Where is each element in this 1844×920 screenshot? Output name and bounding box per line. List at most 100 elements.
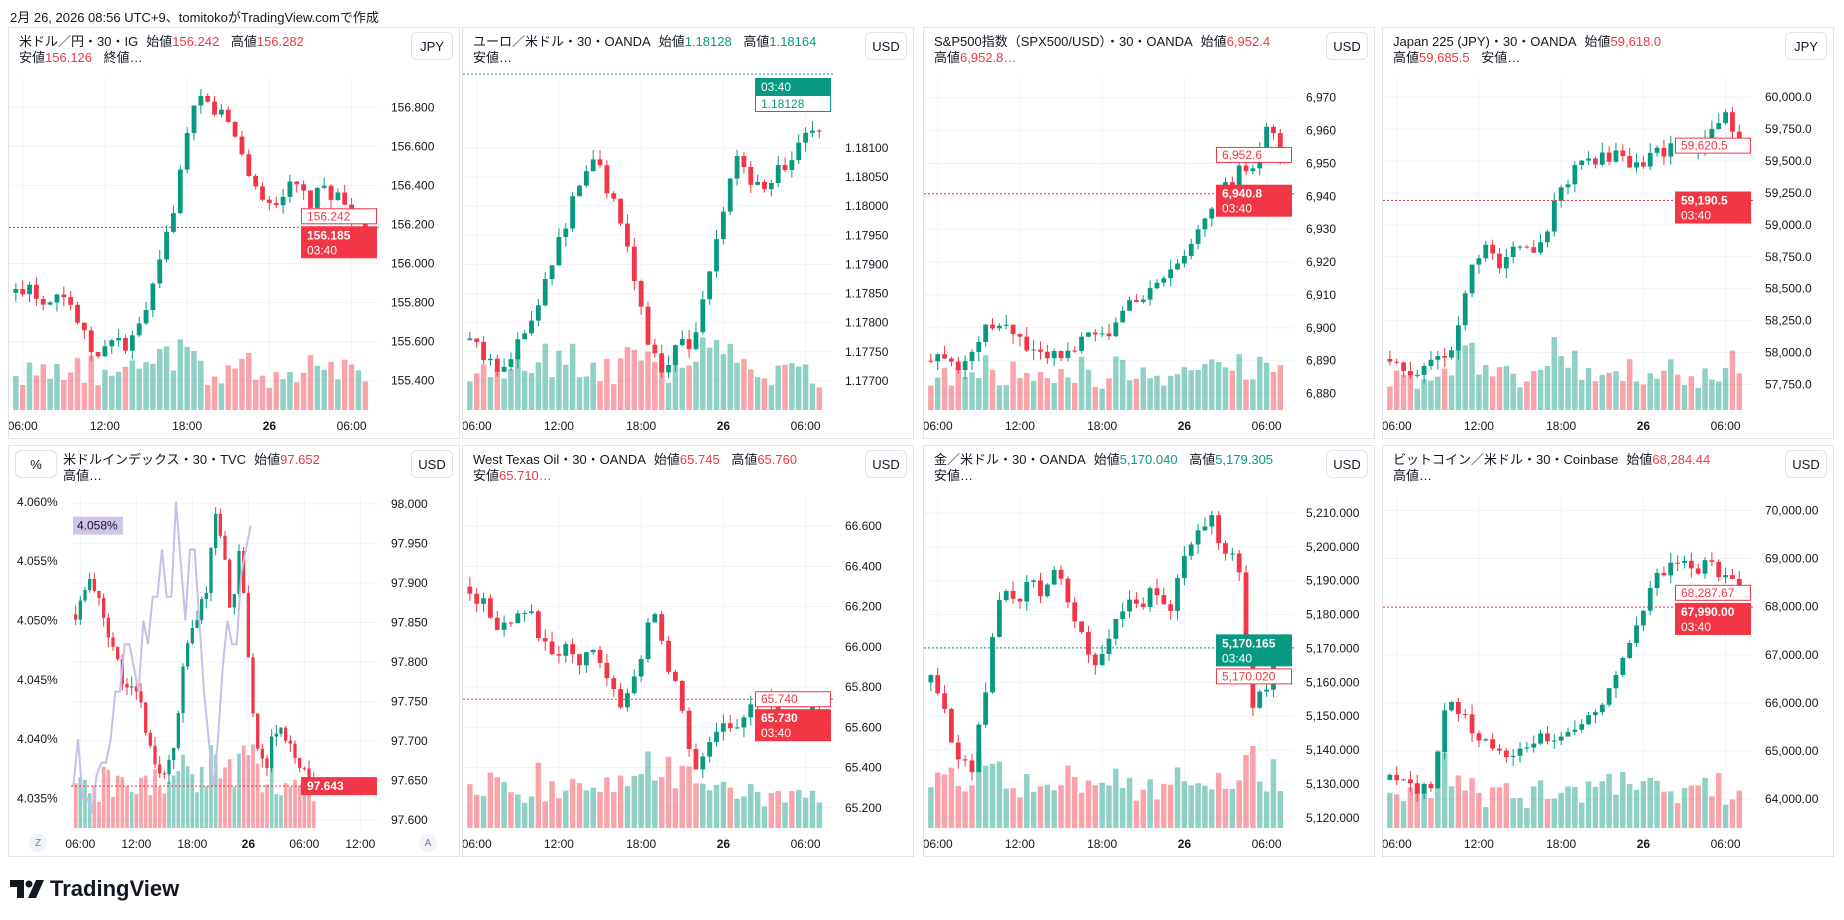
candle-body (1038, 580, 1043, 597)
tradingview-logo[interactable]: TradingView (10, 876, 179, 902)
chart-panel[interactable]: ビットコイン／米ドル・30・Coinbase 始値68,284.44 高値… US… (1382, 445, 1834, 857)
candle-body (123, 338, 128, 351)
volume-bar (775, 365, 781, 410)
ohlc-label: 高値 (1393, 50, 1420, 65)
x-tick-label: 26 (1637, 837, 1651, 851)
volume-bar (101, 766, 106, 828)
ohlc-label: 安値… (473, 50, 513, 65)
candle-body (139, 691, 143, 703)
volume-bar (761, 378, 768, 410)
candle-body (942, 693, 947, 709)
candle-body (782, 164, 788, 171)
volume-bar (1257, 356, 1263, 410)
volume-bar (218, 778, 223, 828)
auto-scale-button[interactable]: A (419, 834, 437, 852)
symbol-legend[interactable]: 金／米ドル・30・OANDA 始値5,170.040 高値5,179.305 安値… (934, 452, 1286, 484)
percent-scale-button[interactable]: % (15, 450, 57, 478)
volume-bar (1654, 780, 1660, 828)
currency-button[interactable]: USD (865, 450, 907, 478)
volume-bar (597, 381, 603, 410)
candle-body (508, 622, 514, 624)
volume-bar (288, 787, 293, 828)
currency-button[interactable]: USD (1326, 450, 1368, 478)
currency-button[interactable]: USD (1785, 450, 1827, 478)
symbol-legend[interactable]: S&P500指数（SPX500/USD）・30・OANDA 始値6,952.4 高… (934, 34, 1286, 66)
candle-body (184, 133, 190, 170)
volume-bar (1524, 381, 1530, 410)
symbol-legend[interactable]: 米ドルインデックス・30・TVC 始値97.652 高値… (63, 452, 371, 484)
volume-bar (761, 806, 768, 828)
candle-body (962, 361, 968, 370)
volume-bar (597, 791, 603, 828)
y-tick-label: 70,000.00 (1765, 503, 1819, 517)
volume-bar (1709, 379, 1715, 410)
chart-canvas: 97.600 97.650 97.700 97.750 97.800 97.850 97.9… (17, 495, 428, 851)
chart-panel[interactable]: ユーロ／米ドル・30・OANDA 始値1.18128 高値1.18164 安値… … (462, 27, 914, 439)
candle-body (1387, 774, 1393, 780)
candle-body (200, 599, 204, 621)
currency-button[interactable]: USD (1326, 32, 1368, 60)
countdown-label: 03:40 (1681, 620, 1711, 634)
volume-bar (590, 787, 596, 828)
candle-body (1572, 165, 1578, 185)
candle-body (111, 637, 115, 647)
volume-bar (294, 382, 300, 410)
candle-body (116, 646, 120, 660)
chart-panel[interactable]: West Texas Oil・30・OANDA 始値65.745 高値65.760… (462, 445, 914, 857)
price-label: 1.18128 (761, 97, 805, 111)
volume-bar (741, 796, 747, 828)
currency-button[interactable]: JPY (411, 32, 453, 60)
candle-body (996, 325, 1002, 329)
volume-bar (33, 375, 40, 410)
currency-button[interactable]: USD (865, 32, 907, 60)
volume-bar (604, 777, 610, 828)
ohlc-field: 安値… (473, 50, 520, 65)
symbol-legend[interactable]: ビットコイン／米ドル・30・Coinbase 始値68,284.44 高値… (1393, 452, 1745, 484)
candle-body (205, 95, 211, 102)
candle-body (1428, 359, 1434, 366)
candle-body (467, 338, 473, 341)
chart-panel[interactable]: 金／米ドル・30・OANDA 始値5,170.040 高値5,179.305 安値… (923, 445, 1375, 857)
ohlc-field: 安値156.126 (19, 50, 100, 65)
volume-bar (556, 350, 562, 410)
candle-body (1524, 246, 1530, 248)
chart-panel[interactable]: S&P500指数（SPX500/USD）・30・OANDA 始値6,952.4 高… (923, 27, 1375, 439)
volume-bar (73, 783, 78, 828)
ohlc-label: 始値 (1093, 452, 1120, 467)
volume-bar (1161, 783, 1167, 828)
candle-body (177, 169, 183, 214)
auto-scale-left-button[interactable]: Z (29, 834, 47, 852)
volume-bar (1078, 356, 1085, 410)
candle-body (1428, 783, 1434, 789)
currency-button[interactable]: JPY (1785, 32, 1827, 60)
volume-bar (1565, 786, 1571, 828)
volume-bar (969, 785, 975, 828)
chart-panel[interactable]: 米ドル／円・30・IG 始値156.242 高値156.282 安値156.126… (8, 27, 460, 439)
volume-bar (976, 378, 982, 410)
chart-panel[interactable]: Japan 225 (JPY)・30・OANDA 始値59,618.0 高値59,… (1382, 27, 1834, 439)
volume-bar (348, 364, 355, 410)
symbol-legend[interactable]: Japan 225 (JPY)・30・OANDA 始値59,618.0 高値59,… (1393, 34, 1745, 66)
currency-button[interactable]: USD (411, 450, 453, 478)
y-tick-label: 5,190.000 (1306, 574, 1360, 588)
candle-body (935, 354, 941, 362)
y-tick-label: 68,000.00 (1765, 600, 1819, 614)
countdown-label: 03:40 (1222, 651, 1252, 665)
candle-body (1401, 362, 1406, 371)
volume-bar (754, 791, 761, 828)
symbol-legend[interactable]: ユーロ／米ドル・30・OANDA 始値1.18128 高値1.18164 安値… (473, 34, 825, 66)
chart-panel[interactable]: 米ドルインデックス・30・TVC 始値97.652 高値… USD% 97.600 9… (8, 445, 460, 857)
volume-bar (563, 364, 569, 410)
x-tick-label: 12:00 (1464, 419, 1494, 433)
volume-bar (473, 794, 480, 828)
symbol-legend[interactable]: West Texas Oil・30・OANDA 始値65.745 高値65.760… (473, 452, 825, 484)
x-tick-label: 06:00 (924, 837, 953, 851)
symbol-legend[interactable]: 米ドル／円・30・IG 始値156.242 高値156.282 安値156.126… (19, 34, 371, 66)
volume-bar (1085, 369, 1092, 410)
candle-body (1483, 739, 1489, 741)
candle-body (1593, 158, 1598, 165)
candle-body (1634, 162, 1639, 168)
ohlc-label: 終値… (103, 50, 143, 65)
volume-bar (40, 364, 46, 410)
candle-body (1490, 739, 1496, 749)
